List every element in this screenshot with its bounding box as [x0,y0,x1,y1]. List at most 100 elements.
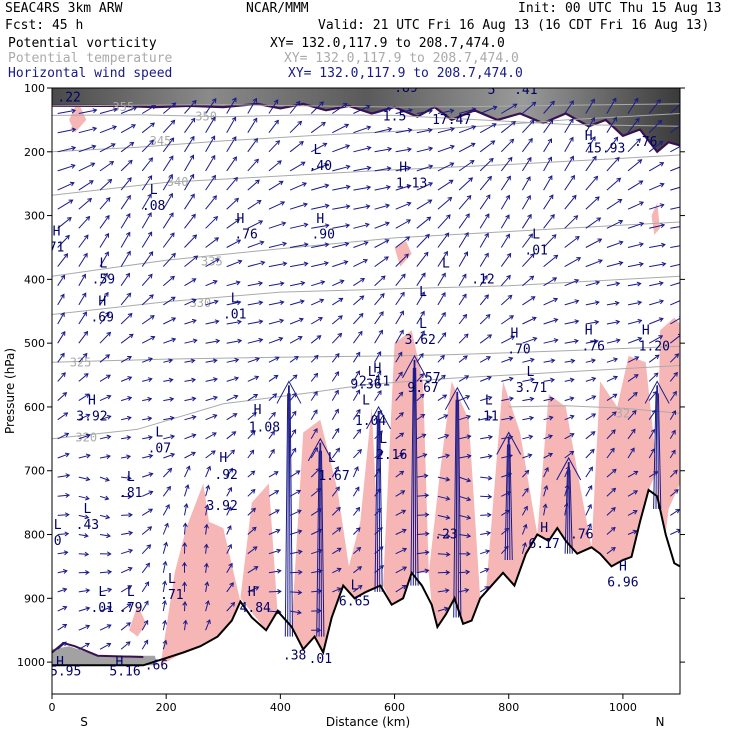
wind-vector [670,145,680,153]
wind-vector [564,279,580,287]
wind-vector [458,125,477,134]
wind-vector [352,486,360,497]
pv-label-18: .07 [148,441,171,456]
wind-vector [226,259,243,268]
wind-vector [289,280,306,287]
stratosphere-shade [52,88,680,152]
wind-vector [522,377,535,383]
wind-vector [521,487,529,497]
forecast-hour: Fcst: 45 h [5,18,84,33]
wind-vector [78,413,91,421]
wind-vector [57,253,69,267]
wind-vector [268,336,284,344]
wind-vector [564,338,579,344]
wind-vector [627,391,638,401]
wind-vector [268,281,285,287]
wind-vector [120,333,134,344]
wind-vector [141,175,153,191]
wind-vector [99,107,118,114]
wind-vector [203,543,209,554]
wind-vector [669,449,676,459]
wind-vector [543,175,553,191]
y-tick-label: 700 [24,465,45,478]
wind-vector [162,522,169,535]
wind-vector [458,194,472,210]
wind-vector [247,281,264,287]
wind-vector [416,413,426,421]
wind-vector [437,533,451,539]
wind-vector [416,373,425,382]
wind-vector [205,338,221,344]
wind-vector [522,469,530,478]
pv-shade-region-2 [291,406,381,653]
wind-vector [78,393,90,402]
wind-vector [669,371,678,382]
wind-vector [332,567,342,574]
wind-vector [99,197,111,210]
wind-vector [226,218,240,229]
wind-vector [352,351,361,363]
wind-vector [268,589,282,595]
wind-vector [458,333,469,344]
wind-vector [99,125,118,134]
wind-vector [606,177,622,191]
y-tick-label: 1000 [17,656,45,669]
wind-vector [543,119,554,133]
wind-vector [247,158,259,172]
wind-vector [99,605,113,612]
wind-vector [543,466,549,478]
wind-vector [649,242,666,248]
theta-label-1: 350 [195,110,217,124]
wind-vector [353,566,363,574]
wind-vector [163,296,176,306]
wind-vector [522,316,537,325]
pv-label-6: 0 [54,534,62,549]
wind-vector [374,146,393,153]
pv-label-0: H [56,655,64,670]
wind-vector [120,124,136,134]
wind-vector [99,624,112,631]
wind-vector [332,297,344,306]
wind-vector [226,300,242,306]
wind-vector [585,175,599,191]
wind-vector [606,429,616,440]
wind-vector [268,471,279,478]
wind-vector [78,433,91,440]
wind-vector [522,275,535,287]
wind-vector [585,155,597,172]
wind-vector [99,178,113,191]
theta-contour-335 [52,221,680,277]
wind-vector [226,136,237,153]
model-title: SEAC4RS 3km ARW [5,1,123,16]
pv-label-61: 6.17 [528,537,559,552]
wind-vector [395,329,404,344]
wind-vector [162,212,174,229]
wind-vector [162,560,168,573]
pv-label-3: 5.16 [109,665,140,680]
wind-vector [585,116,595,133]
wind-vector [99,214,110,229]
wind-vector [543,377,556,383]
wind-vector [57,352,65,363]
wind-vector [564,174,575,191]
wind-vector [479,314,491,325]
wind-vector [564,215,579,229]
updraft-vector-7 [644,380,670,510]
wind-vector [331,371,340,382]
wind-vector [395,490,406,497]
wind-vector [57,492,71,498]
wind-vector [627,356,640,363]
wind-vector [142,377,153,383]
wind-vector [141,526,153,535]
wind-vector [669,469,678,478]
wind-vector [606,97,617,114]
wind-vector [311,242,330,248]
wind-vector [182,619,188,631]
pv-shade-region-7 [591,355,658,567]
wind-vector [521,137,533,153]
wind-vector [78,162,96,172]
y-tick-label: 500 [24,337,45,350]
wind-vector [78,606,91,612]
wind-vector [606,198,623,210]
wind-vector [627,447,635,459]
